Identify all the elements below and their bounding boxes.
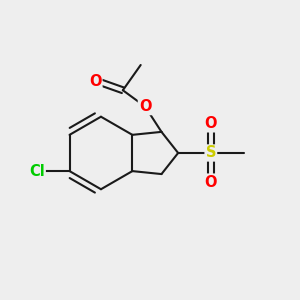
Text: O: O	[139, 99, 152, 114]
Text: O: O	[205, 116, 217, 131]
Text: O: O	[205, 175, 217, 190]
Text: S: S	[206, 146, 216, 160]
Text: O: O	[89, 74, 101, 89]
Text: Cl: Cl	[29, 164, 45, 178]
